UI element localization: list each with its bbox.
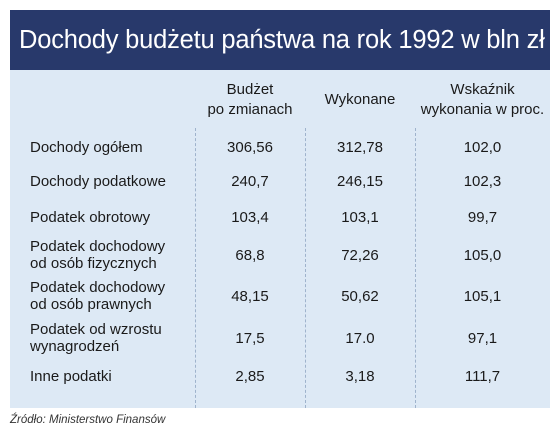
row-label-line1: Dochody ogółem: [30, 138, 143, 156]
row-label-line2: od osób prawnych: [30, 296, 152, 313]
cell-wskaznik: 97,1: [467, 329, 498, 347]
row-label: Dochody ogółem: [30, 127, 205, 167]
cell-wskaznik: 105,0: [463, 246, 502, 264]
row-label: Podatek od wzrostu wynagrodzeń: [30, 318, 205, 358]
row-label-line1: Dochody podatkowe: [30, 172, 166, 190]
cell-budzet: 68,8: [235, 246, 265, 264]
row-label: Podatek obrotowy: [30, 197, 205, 237]
source-note: Źródło: Ministerstwo Finansów: [10, 414, 166, 426]
header-budzet-line2: po zmianach: [207, 101, 293, 118]
row-label-line1: Podatek dochodowy: [30, 279, 166, 296]
cell-budzet: 306,56: [227, 138, 273, 156]
table-row: Dochody ogółem 306,56 312,78 102,0: [10, 127, 550, 167]
header-wykonane: Wykonane: [305, 90, 415, 110]
cell-wykonane: 312,78: [337, 138, 383, 156]
table-row: Podatek obrotowy 103,4 103,1 99,7: [10, 197, 550, 237]
row-label-line1: Podatek obrotowy: [30, 208, 151, 226]
row-label-line2: od osób fizycznych: [30, 255, 157, 272]
column-divider: [195, 128, 196, 408]
title-bar: Dochody budżetu państwa na rok 1992 w bl…: [10, 10, 550, 70]
cell-wskaznik: 102,3: [463, 172, 502, 190]
row-label-line2: wynagrodzeń: [30, 338, 120, 355]
cell-wykonane: 3,18: [345, 367, 375, 385]
row-label: Podatek dochodowy od osób prawnych: [30, 276, 205, 316]
table-row: Dochody podatkowe 240,7 246,15 102,3: [10, 161, 550, 201]
column-divider: [305, 128, 306, 408]
cell-budzet: 48,15: [231, 287, 269, 305]
cell-budzet: 2,85: [235, 367, 265, 385]
cell-wykonane: 50,62: [341, 287, 379, 305]
row-label-line1: Podatek dochodowy: [30, 238, 166, 255]
cell-wskaznik: 111,7: [464, 367, 501, 385]
row-label: Dochody podatkowe: [30, 161, 205, 201]
cell-wskaznik: 99,7: [467, 208, 498, 226]
table-row: Podatek od wzrostu wynagrodzeń 17,5 17.0 …: [10, 318, 550, 358]
row-label: Podatek dochodowy od osób fizycznych: [30, 235, 205, 275]
data-table: Budżet po zmianach Wykonane Wskaźnik wyk…: [10, 70, 550, 408]
cell-wykonane: 246,15: [337, 172, 383, 190]
cell-wskaznik: 102,0: [463, 138, 502, 156]
page-title: Dochody budżetu państwa na rok 1992 w bl…: [19, 25, 545, 54]
header-wykonane-label: Wykonane: [324, 91, 396, 108]
header-wskaznik-line2: wykonania w proc.: [420, 101, 545, 118]
table-row: Podatek dochodowy od osób prawnych 48,15 …: [10, 276, 550, 316]
cell-budzet: 17,5: [235, 329, 265, 347]
cell-budzet: 240,7: [231, 172, 269, 190]
table-row: Inne podatki 2,85 3,18 111,7: [10, 356, 550, 396]
cell-wykonane: 72,26: [341, 246, 379, 264]
header-wskaznik-line1: Wskaźnik: [450, 81, 515, 98]
cell-wskaznik: 105,1: [463, 287, 502, 305]
row-label-line1: Inne podatki: [30, 367, 112, 385]
header-budzet: Budżet po zmianach: [195, 80, 305, 120]
header-wskaznik: Wskaźnik wykonania w proc.: [415, 80, 550, 120]
cell-wykonane: 17.0: [345, 329, 375, 347]
column-divider: [415, 128, 416, 408]
row-label: Inne podatki: [30, 356, 205, 396]
row-label-line1: Podatek od wzrostu: [30, 321, 162, 338]
header-budzet-line1: Budżet: [226, 81, 274, 98]
table-row: Podatek dochodowy od osób fizycznych 68,8…: [10, 235, 550, 275]
cell-budzet: 103,4: [231, 208, 269, 226]
cell-wykonane: 103,1: [341, 208, 379, 226]
